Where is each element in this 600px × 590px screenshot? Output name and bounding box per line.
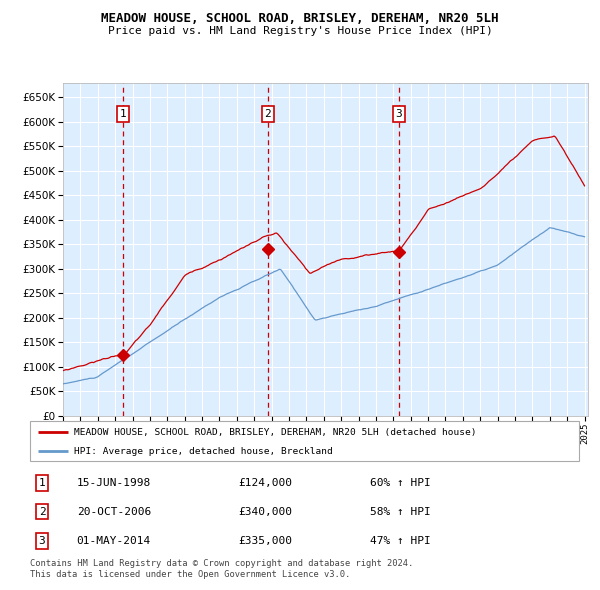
Text: 3: 3 bbox=[396, 109, 403, 119]
Text: 3: 3 bbox=[39, 536, 46, 546]
Text: 2: 2 bbox=[39, 507, 46, 516]
Text: HPI: Average price, detached house, Breckland: HPI: Average price, detached house, Brec… bbox=[74, 447, 332, 456]
Text: MEADOW HOUSE, SCHOOL ROAD, BRISLEY, DEREHAM, NR20 5LH (detached house): MEADOW HOUSE, SCHOOL ROAD, BRISLEY, DERE… bbox=[74, 428, 476, 437]
Text: 15-JUN-1998: 15-JUN-1998 bbox=[77, 478, 151, 488]
Text: 01-MAY-2014: 01-MAY-2014 bbox=[77, 536, 151, 546]
Text: 1: 1 bbox=[120, 109, 127, 119]
Text: 20-OCT-2006: 20-OCT-2006 bbox=[77, 507, 151, 516]
Text: Contains HM Land Registry data © Crown copyright and database right 2024.
This d: Contains HM Land Registry data © Crown c… bbox=[30, 559, 413, 579]
Text: £340,000: £340,000 bbox=[239, 507, 293, 516]
Text: 2: 2 bbox=[265, 109, 271, 119]
Text: 47% ↑ HPI: 47% ↑ HPI bbox=[370, 536, 431, 546]
Text: MEADOW HOUSE, SCHOOL ROAD, BRISLEY, DEREHAM, NR20 5LH: MEADOW HOUSE, SCHOOL ROAD, BRISLEY, DERE… bbox=[101, 12, 499, 25]
Text: Price paid vs. HM Land Registry's House Price Index (HPI): Price paid vs. HM Land Registry's House … bbox=[107, 26, 493, 36]
Text: £335,000: £335,000 bbox=[239, 536, 293, 546]
FancyBboxPatch shape bbox=[30, 421, 579, 461]
Text: 60% ↑ HPI: 60% ↑ HPI bbox=[370, 478, 431, 488]
Text: 1: 1 bbox=[39, 478, 46, 488]
Text: £124,000: £124,000 bbox=[239, 478, 293, 488]
Text: 58% ↑ HPI: 58% ↑ HPI bbox=[370, 507, 431, 516]
